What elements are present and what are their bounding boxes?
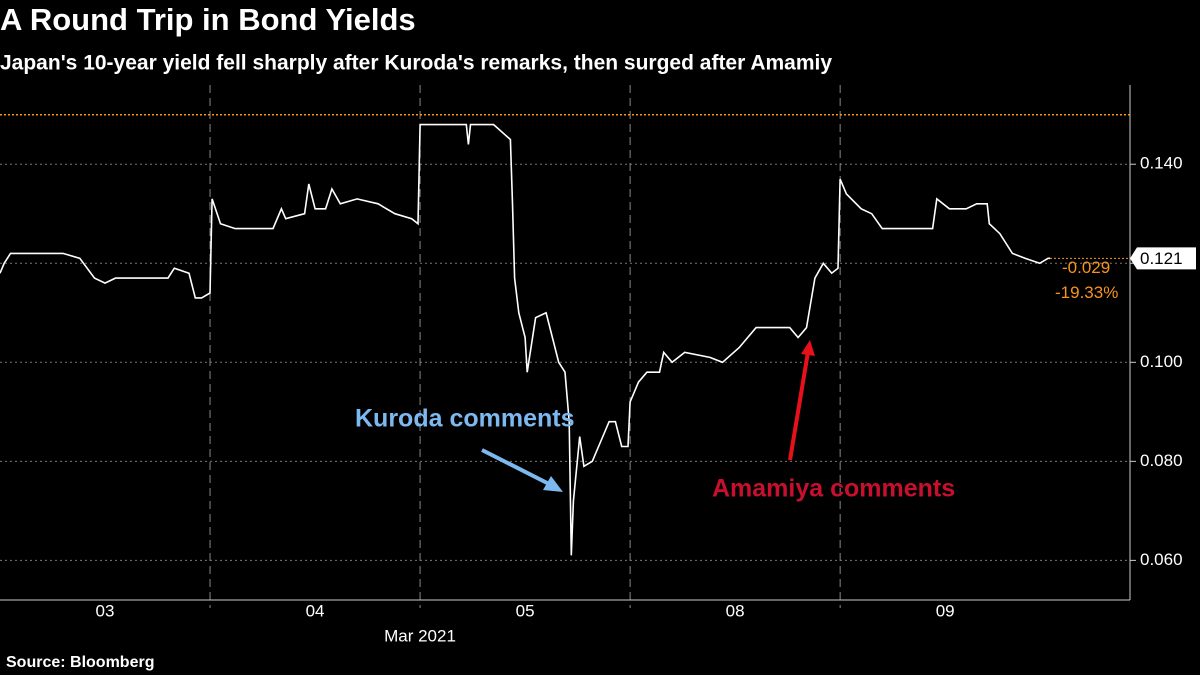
annotation-arrow [788,351,810,461]
change-pct-label: -19.33% [1055,283,1118,302]
chart-subtitle: Japan's 10-year yield fell sharply after… [0,52,832,75]
last-value-label: 0.121 [1140,249,1183,268]
x-tick-label: 03 [96,601,115,620]
last-value-box [1130,247,1196,270]
annotation-arrowhead [801,340,815,356]
y-tick-label: 0.060 [1140,550,1183,569]
annotation-arrow [481,448,556,489]
x-tick-label: 08 [726,601,745,620]
annotation: Amamiya comments [712,475,955,503]
annotation: Kuroda comments [355,405,574,433]
x-tick-label: 09 [936,601,955,620]
line-series [0,123,1051,556]
source: Source: Bloomberg [6,654,154,671]
y-tick-label: 0.100 [1140,352,1183,371]
chart-title: A Round Trip in Bond Yields [0,2,416,37]
x-secondary-label: Mar 2021 [384,626,456,645]
change-label: -0.029 [1062,258,1110,277]
y-tick-label: 0.140 [1140,154,1183,173]
y-tick-label: 0.080 [1140,451,1183,470]
x-tick-label: 04 [306,601,325,620]
x-tick-label: 05 [516,601,535,620]
annotation-arrowhead [543,476,563,492]
